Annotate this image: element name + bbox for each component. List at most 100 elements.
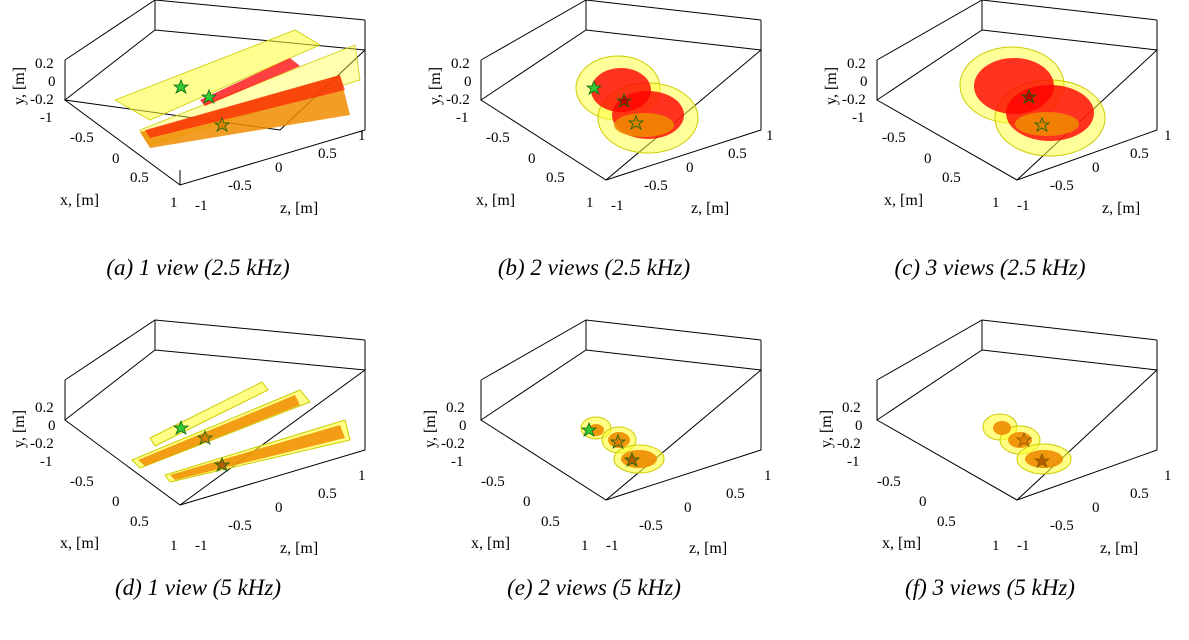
tick-labels: 0.2 0 -0.2 -1 -0.5 0 0.5 1 -1 -0.5 0 0.5… (446, 56, 774, 214)
y-tick: 0.2 (847, 56, 866, 72)
z-axis-label: z, [m] (689, 540, 727, 557)
z-axis-label: z, [m] (1102, 200, 1140, 217)
y-axis-label: y, [m] (11, 410, 28, 448)
axes-box (876, 0, 1159, 181)
star-marker (172, 78, 190, 94)
x-tick: 1 (992, 538, 1000, 554)
panel-f: 0.2 0 -0.2 -1 -0.5 0 0.5 1 -1 -0.5 0 0.5… (792, 319, 1188, 640)
panel-b: 0.2 0 -0.2 -1 -0.5 0 0.5 1 -1 -0.5 0 0.5… (396, 0, 792, 320)
z-tick: 0.5 (728, 146, 747, 162)
y-tick: -0.2 (837, 436, 861, 452)
plot-c: 0.2 0 -0.2 -1 -0.5 0 0.5 1 -1 -0.5 0 0.5… (823, 0, 1172, 217)
plot-a: 0.2 0 -0.2 -1 -0.5 0 0.5 1 -1 -0.5 0 0.5… (11, 0, 367, 217)
markers-b (585, 79, 645, 130)
y-tick: 0 (459, 418, 467, 434)
caption-d: (d) 1 view (5 kHz) (114, 575, 282, 600)
x-tick: -0.5 (70, 130, 94, 146)
tick-labels: 0.2 0 -0.2 -1 -0.5 0 0.5 1 -1 -0.5 0 0.5… (837, 400, 1172, 554)
y-tick: -0.2 (30, 436, 54, 452)
shapes-e (580, 416, 665, 474)
z-tick: 1 (764, 468, 772, 484)
x-tick: -1 (40, 454, 53, 470)
markers-f (1015, 431, 1051, 468)
z-axis-label: z, [m] (280, 200, 318, 217)
markers-c (1020, 88, 1051, 132)
panel-c: 0.2 0 -0.2 -1 -0.5 0 0.5 1 -1 -0.5 0 0.5… (792, 0, 1188, 320)
axes-box (480, 319, 763, 501)
x-tick: 1 (170, 538, 178, 554)
x-axis-label: x, [m] (476, 192, 515, 209)
tick-labels: 0.2 0 -0.2 -1 -0.5 0 0.5 1 -1 -0.5 0 0.5… (842, 56, 1172, 214)
x-tick: -1 (847, 454, 860, 470)
plot-f: 0.2 0 -0.2 -1 -0.5 0 0.5 1 -1 -0.5 0 0.5… (818, 319, 1172, 557)
caption-c: (c) 3 views (2.5 kHz) (894, 255, 1086, 280)
z-tick: 1 (1164, 128, 1172, 144)
markers-e (580, 421, 641, 467)
x-tick: 0.5 (541, 514, 560, 530)
caption-f: (f) 3 views (5 kHz) (905, 575, 1075, 600)
y-axis-label: y, [m] (11, 67, 28, 105)
y-tick: 0 (464, 74, 472, 90)
axes-box (64, 319, 367, 506)
x-axis-label: x, [m] (884, 192, 923, 209)
z-tick: 0.5 (318, 486, 337, 502)
z-tick: -0.5 (1050, 178, 1074, 194)
y-tick: 0 (48, 418, 56, 434)
x-tick: 1 (170, 195, 178, 211)
z-tick: -1 (606, 538, 619, 554)
x-tick: 1 (586, 195, 594, 211)
z-tick: 1 (358, 468, 366, 484)
shapes-d (131, 381, 351, 483)
markers-d (172, 419, 231, 472)
z-tick: 0 (275, 160, 283, 176)
z-tick: -1 (1017, 198, 1030, 214)
z-tick: 0 (684, 500, 692, 516)
star-marker (196, 429, 214, 445)
z-tick: 0.5 (1130, 486, 1149, 502)
y-tick: 0.2 (35, 400, 54, 416)
star-marker (627, 114, 645, 130)
z-tick: 0 (1092, 160, 1100, 176)
x-tick: -1 (451, 454, 464, 470)
caption-b: (b) 2 views (2.5 kHz) (497, 255, 691, 280)
panel-d: 0.2 0 -0.2 -1 -0.5 0 0.5 1 -1 -0.5 0 0.5… (0, 319, 396, 640)
z-tick: 1 (1164, 468, 1172, 484)
star-marker (172, 419, 190, 435)
x-axis-label: x, [m] (60, 535, 99, 552)
x-tick: 0 (924, 151, 932, 167)
x-tick: -0.5 (877, 474, 901, 490)
star-marker (615, 92, 633, 108)
z-tick: -1 (195, 198, 208, 214)
z-tick: 0.5 (726, 486, 745, 502)
y-tick: 0 (855, 418, 863, 434)
z-tick: 1 (358, 128, 366, 144)
caption-a: (a) 1 view (2.5 kHz) (106, 255, 290, 280)
axes-box (480, 0, 763, 181)
z-tick: -1 (611, 198, 624, 214)
x-tick: 0 (523, 494, 531, 510)
z-tick: 0.5 (1130, 146, 1149, 162)
x-tick: 0 (528, 151, 536, 167)
star-marker (1015, 431, 1033, 447)
plot-d: 0.2 0 -0.2 -1 -0.5 0 0.5 1 -1 -0.5 0 0.5… (11, 319, 367, 557)
tick-labels: 0.2 0 -0.2 -1 -0.5 0 0.5 1 -1 -0.5 0 0.5… (441, 400, 772, 554)
z-tick: -0.5 (228, 518, 252, 534)
caption-e: (e) 2 views (5 kHz) (507, 575, 681, 600)
z-tick: 0 (275, 500, 283, 516)
x-tick: 0.5 (942, 170, 961, 186)
y-tick: -0.2 (842, 92, 866, 108)
y-tick: 0 (48, 74, 56, 90)
x-tick: 1 (581, 538, 589, 554)
x-tick: 1 (992, 195, 1000, 211)
z-axis-label: z, [m] (1100, 540, 1138, 557)
x-tick: -0.5 (882, 130, 906, 146)
y-tick: 0 (860, 74, 868, 90)
x-tick: 0.5 (546, 170, 565, 186)
y-axis-label: y, [m] (823, 67, 840, 105)
y-tick: 0.2 (451, 56, 470, 72)
y-tick: 0.2 (446, 400, 465, 416)
y-tick: 0.2 (842, 400, 861, 416)
panel-a: 0.2 0 -0.2 -1 -0.5 0 0.5 1 -1 -0.5 0 0.5… (0, 0, 396, 320)
z-tick: 0 (1092, 500, 1100, 516)
tick-labels: 0.2 0 -0.2 -1 -0.5 0 0.5 1 -1 -0.5 0 0.5… (30, 56, 366, 214)
